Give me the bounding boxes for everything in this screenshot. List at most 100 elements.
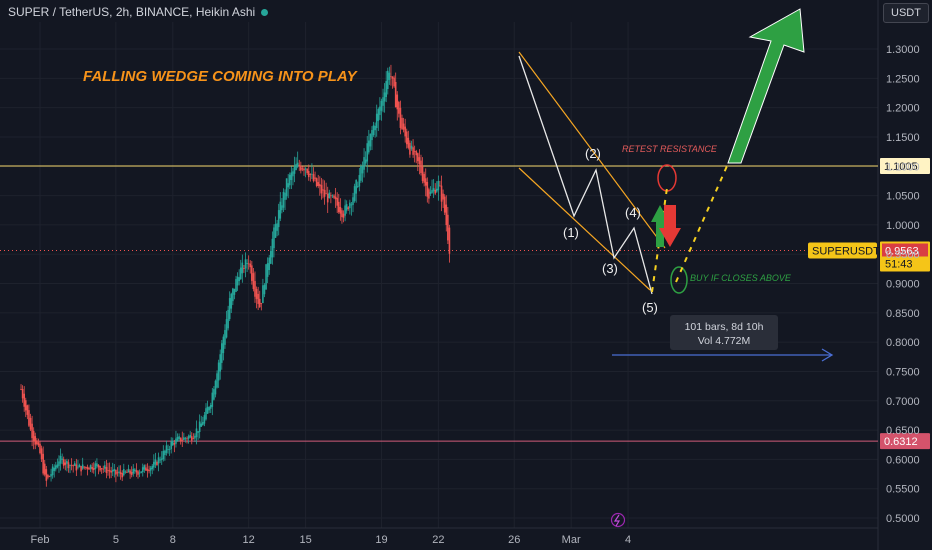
candle-body xyxy=(293,166,296,174)
y-tick-label: 0.5500 xyxy=(886,484,920,496)
candle-body xyxy=(62,459,65,466)
drawings: FALLING WEDGE COMING INTO PLAY (1) (2) (3) (… xyxy=(83,8,834,528)
candle-body xyxy=(40,448,43,460)
buy-label: BUY IF CLOSES ABOVE xyxy=(690,273,792,283)
level-label: 1.1005 xyxy=(884,161,918,173)
candle-body xyxy=(228,298,231,320)
candle-body xyxy=(241,262,244,274)
candle-body xyxy=(116,472,119,474)
x-tick-label: 19 xyxy=(375,534,387,546)
event-marker-icon xyxy=(610,512,626,528)
candle-body xyxy=(92,468,95,471)
candle-body xyxy=(393,77,395,87)
candle-body xyxy=(175,438,177,444)
candle-body xyxy=(295,163,297,170)
candle-body xyxy=(118,471,120,473)
x-tick-label: 5 xyxy=(113,534,119,546)
candle-body xyxy=(108,470,111,472)
candle-body xyxy=(254,281,256,297)
candle-body xyxy=(290,172,293,181)
candle-body xyxy=(186,438,188,440)
last-price-symbol: SUPERUSDT xyxy=(812,245,880,257)
candle-body xyxy=(300,165,302,171)
candle-body xyxy=(255,288,258,299)
candle-body xyxy=(428,189,430,199)
candle-body xyxy=(56,464,59,468)
symbol-header: SUPER / TetherUS, 2h, BINANCE, Heikin As… xyxy=(8,5,269,19)
currency-button[interactable]: USDT xyxy=(883,3,929,23)
candle-body xyxy=(145,467,147,471)
candle-body xyxy=(306,168,308,174)
candle-body xyxy=(288,174,291,186)
candle-body xyxy=(99,465,101,471)
candle-body xyxy=(105,467,108,473)
candle-body xyxy=(47,474,49,478)
candle-body xyxy=(383,92,386,102)
y-tick-label: 0.5000 xyxy=(886,513,920,525)
time-axis: Feb 5 8 12 15 19 22 26 Mar 4 xyxy=(31,534,632,546)
y-tick-label: 0.6500 xyxy=(886,425,920,437)
candle-body xyxy=(356,186,359,187)
candle-body xyxy=(124,471,127,473)
candle-body xyxy=(426,181,429,197)
y-tick-label: 0.9000 xyxy=(886,279,920,291)
candle-body xyxy=(154,459,157,465)
candle-body xyxy=(375,113,378,129)
candle-body xyxy=(336,197,338,206)
candle-body xyxy=(146,469,149,471)
candle-body xyxy=(420,160,422,173)
candle-body xyxy=(374,125,376,131)
candle-body xyxy=(249,263,252,268)
candle-body xyxy=(127,468,130,473)
candle-body xyxy=(181,439,184,441)
candle-body xyxy=(149,467,152,471)
candle-body xyxy=(265,264,267,290)
measure-box xyxy=(670,315,778,350)
candle-body xyxy=(113,469,116,471)
candle-body xyxy=(86,466,89,470)
candle-body xyxy=(83,466,86,468)
candle-body xyxy=(179,437,182,442)
candle-body xyxy=(274,223,277,238)
candle-body xyxy=(399,107,402,128)
candle-body xyxy=(80,466,82,472)
candle-body xyxy=(285,178,288,197)
candle-body xyxy=(330,195,332,197)
candle-body xyxy=(437,180,440,191)
small-down-arrow xyxy=(659,205,681,247)
candle-body xyxy=(358,175,361,187)
candle-body xyxy=(192,438,195,440)
candle-body xyxy=(137,471,139,475)
candle-body xyxy=(382,97,384,106)
candle-body xyxy=(388,72,391,80)
y-tick-label: 0.8000 xyxy=(886,337,920,349)
candle-body xyxy=(104,465,106,469)
candle-body xyxy=(225,319,228,338)
candle-body xyxy=(349,202,351,209)
candle-body xyxy=(326,193,329,203)
candle-body xyxy=(165,445,168,453)
wave-label: (1) xyxy=(563,225,579,240)
candle-body xyxy=(445,204,448,226)
candle-body xyxy=(303,168,305,171)
candle-body xyxy=(247,263,250,265)
candle-body xyxy=(312,174,315,181)
candle-body xyxy=(115,469,117,475)
candle-body xyxy=(58,461,60,466)
measure-vol: Vol 4.772M xyxy=(698,335,751,347)
candle-body xyxy=(360,165,362,181)
candle-body xyxy=(394,81,397,108)
chart-title: FALLING WEDGE COMING INTO PLAY xyxy=(83,68,359,85)
candle-body xyxy=(28,410,30,426)
candle-body xyxy=(243,267,245,269)
candle-body xyxy=(37,442,40,446)
candle-body xyxy=(64,462,67,465)
candle-body xyxy=(386,70,389,90)
candle-body xyxy=(141,467,144,473)
x-tick-label: 15 xyxy=(299,534,311,546)
candle-body xyxy=(273,227,275,249)
y-tick-label: 1.0000 xyxy=(886,220,920,232)
candle-body xyxy=(42,453,44,474)
